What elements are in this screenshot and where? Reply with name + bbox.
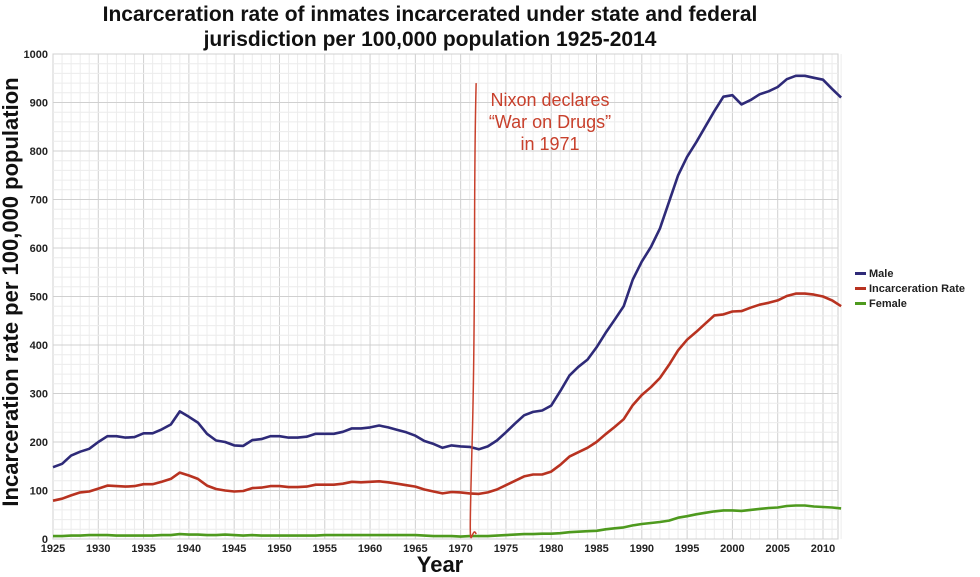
x-tick-label: 1935 [131, 543, 155, 555]
y-tick-label: 500 [30, 292, 48, 304]
legend-item-total: Incarceration Rate [855, 281, 965, 296]
series-line-incarceration-rate [52, 292, 842, 502]
title-line-2: jurisdiction per 100,000 population 1925… [203, 28, 657, 51]
y-tick-label: 1000 [24, 49, 48, 61]
series-line-female [53, 504, 842, 538]
legend-swatch [855, 272, 866, 275]
annotation-text: in 1971 [520, 134, 579, 154]
y-tick-label: 300 [30, 389, 48, 401]
series-line-male [52, 74, 843, 469]
x-tick-label: 2000 [720, 543, 744, 555]
y-tick-label: 700 [30, 195, 48, 207]
annotation-marker-line [469, 83, 477, 539]
y-tick-label: 100 [30, 486, 48, 498]
x-tick-label: 1955 [313, 543, 337, 555]
y-tick-label: 200 [30, 437, 48, 449]
x-tick-label: 1985 [584, 543, 608, 555]
chart-title: Incarceration rate of inmates incarcerat… [0, 2, 860, 52]
legend-label: Female [869, 297, 907, 310]
x-axis-label: Year [416, 552, 464, 577]
legend-label: Male [869, 267, 894, 280]
y-tick-label: 400 [30, 340, 48, 352]
legend-item-female: Female [855, 296, 965, 311]
y-tick-label: 800 [30, 146, 48, 158]
legend-swatch [855, 302, 866, 305]
legend: Male Incarceration Rate Female [855, 266, 965, 311]
x-tick-label: 2005 [765, 543, 789, 555]
x-tick-label: 1965 [403, 543, 427, 555]
x-tick-label: 1975 [494, 543, 518, 555]
x-tick-label: 1990 [630, 543, 654, 555]
x-tick-label: 1960 [358, 543, 382, 555]
x-tick-label: 2010 [811, 543, 835, 555]
annotation-text: “War on Drugs” [489, 112, 611, 132]
y-tick-label: 900 [30, 98, 48, 110]
x-tick-label: 1970 [448, 543, 472, 555]
x-tick-label: 1925 [41, 543, 65, 555]
x-tick-label: 1930 [86, 543, 110, 555]
annotation-text: Nixon declares [490, 90, 609, 110]
title-line-1: Incarceration rate of inmates incarcerat… [102, 3, 758, 26]
legend-label: Incarceration Rate [869, 282, 965, 295]
legend-swatch [855, 287, 866, 290]
x-tick-label: 1945 [222, 543, 246, 555]
x-tick-label: 1950 [267, 543, 291, 555]
y-tick-label: 600 [30, 243, 48, 255]
x-tick-label: 1940 [177, 543, 201, 555]
x-tick-label: 1980 [539, 543, 563, 555]
y-tick-label: 0 [42, 534, 48, 546]
legend-item-male: Male [855, 266, 965, 281]
x-tick-label: 1995 [675, 543, 699, 555]
